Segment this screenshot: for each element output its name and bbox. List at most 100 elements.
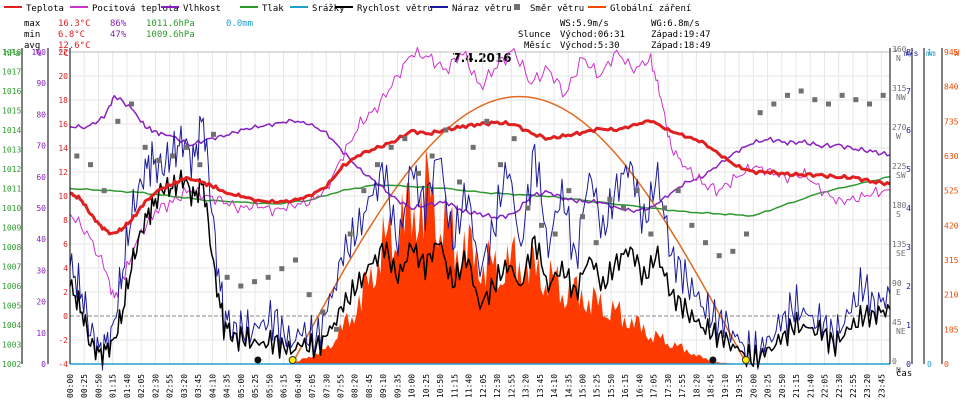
info-sun-label: Slunce xyxy=(518,30,551,40)
wind-direction-point xyxy=(607,196,613,202)
wind-direction-point xyxy=(101,188,107,194)
time-tick-label: 16:40 xyxy=(635,374,644,398)
wind-direction-point xyxy=(716,253,722,259)
radiation-theoretical-line xyxy=(291,95,744,365)
time-tick-label: 13:20 xyxy=(522,374,531,398)
wind-direction-point xyxy=(238,283,244,289)
wind-direction-point xyxy=(115,118,121,124)
radiation-tick-label: 315 xyxy=(944,256,959,265)
radiation-tick-label: 105 xyxy=(944,325,959,334)
time-tick-label: 23:20 xyxy=(863,374,872,398)
stats-max-press: 1011.6hPa xyxy=(146,19,195,29)
direction-tick-label: 45 xyxy=(892,318,902,327)
wind-direction-point xyxy=(183,144,189,150)
stats-block: max 16.3°C 86% 1011.6hPa 0.0mm min 6.8°C… xyxy=(24,19,253,51)
info-sunset: Západ:19:47 xyxy=(651,30,711,40)
sun-moon-info: WS:5.9m/s WG:6.8m/s Slunce Východ:06:31 … xyxy=(518,19,711,51)
time-tick-label: 06:40 xyxy=(294,374,303,398)
wind-direction-point xyxy=(279,266,285,272)
wind-tick-label: 4 xyxy=(906,204,911,213)
celsius-tick-label: 16 xyxy=(58,120,68,129)
time-tick-label: 02:05 xyxy=(137,374,146,398)
direction-tick-label: SW xyxy=(896,171,906,180)
time-tick-label: 15:00 xyxy=(579,374,588,398)
wind-direction-point xyxy=(826,101,831,107)
wind-direction-point xyxy=(484,118,490,124)
time-tick-label: 21:40 xyxy=(806,374,815,398)
info-moonset: Západ:18:49 xyxy=(651,41,711,51)
direction-tick-label: W xyxy=(896,132,901,141)
wind-direction-point xyxy=(142,144,148,150)
legend-label: Srážky xyxy=(312,4,345,14)
direction-tick-label: 90 xyxy=(892,279,902,288)
wind-direction-point xyxy=(552,231,558,237)
time-tick-label: 03:45 xyxy=(194,374,203,398)
time-tick-label: 00:00 xyxy=(66,374,75,398)
celsius-tick-label: 18 xyxy=(58,96,68,105)
time-tick-label: 23:45 xyxy=(877,374,886,398)
stats-max-label: max xyxy=(24,19,41,29)
wind-direction-point xyxy=(265,274,271,280)
wind-tick-label: 0 xyxy=(906,360,911,369)
time-tick-label: 21:15 xyxy=(792,374,801,398)
direction-tick-label: 360 xyxy=(892,45,907,54)
wind-direction-point xyxy=(839,92,845,98)
wind-direction-point xyxy=(156,157,162,163)
hpa-tick-label: 1011 xyxy=(2,185,21,194)
legend-label: Náraz větru xyxy=(452,4,512,14)
wind-direction-point xyxy=(293,257,298,263)
hpa-tick-label: 1018 xyxy=(2,48,21,57)
percent-tick-label: 20 xyxy=(36,298,46,307)
stats-avg-label: avg xyxy=(24,41,40,51)
time-tick-label: 13:45 xyxy=(536,374,545,398)
wind-tick-label: 8 xyxy=(906,48,911,57)
time-tick-label: 11:15 xyxy=(450,374,459,398)
time-tick-label: 05:50 xyxy=(265,374,274,398)
radiation-tick-label: 420 xyxy=(944,221,959,230)
time-tick-label: 14:35 xyxy=(564,374,573,398)
time-tick-label: 10:25 xyxy=(422,374,431,398)
legend-label: Tlak xyxy=(262,4,284,14)
radiation-tick-label: 735 xyxy=(944,117,959,126)
hpa-tick-label: 1007 xyxy=(2,263,21,272)
wind-direction-point xyxy=(306,292,312,298)
direction-tick-label: 0 xyxy=(892,357,897,366)
time-tick-label: 10:00 xyxy=(408,374,417,398)
wind-direction-point xyxy=(416,170,421,176)
stats-min-temp: 6.8°C xyxy=(58,30,85,40)
chart-axes: hPa% °C1018101710161015101410131012101110… xyxy=(2,45,960,398)
time-tick-label: 04:10 xyxy=(208,374,217,398)
time-tick-label: 01:40 xyxy=(123,374,132,398)
wind-direction-point xyxy=(703,240,708,246)
wind-direction-point xyxy=(771,101,777,107)
time-tick-label: 04:35 xyxy=(223,374,232,398)
info-moonrise: Východ:5:30 xyxy=(560,41,620,51)
direction-tick-label: 315 xyxy=(892,84,907,93)
time-tick-label: 16:15 xyxy=(621,374,630,398)
wind-tick-label: 6 xyxy=(906,126,911,135)
celsius-tick-label: 2 xyxy=(63,288,68,297)
chart-legend: Teplota Pocitová teplota Vlhkost Tlak Srážky… xyxy=(4,4,691,14)
hpa-tick-label: 1015 xyxy=(2,107,21,116)
time-tick-label: 22:05 xyxy=(821,374,830,398)
stats-max-rain: 0.0mm xyxy=(226,19,253,29)
celsius-tick-label: 14 xyxy=(58,144,68,153)
direction-tick-label: 270 xyxy=(892,123,907,132)
time-tick-label: 00:25 xyxy=(80,374,89,398)
direction-tick-label: 135 xyxy=(892,240,907,249)
time-tick-label: 09:10 xyxy=(379,374,388,398)
wind-direction-point xyxy=(867,101,872,107)
axis-unit-degree: ° xyxy=(893,49,898,59)
time-tick-label: 18:45 xyxy=(707,374,716,398)
wind-direction-point xyxy=(470,144,476,150)
hpa-tick-label: 1014 xyxy=(2,126,21,135)
moonrise-marker xyxy=(254,356,262,364)
hpa-tick-label: 1008 xyxy=(2,243,21,252)
time-tick-label: 15:25 xyxy=(593,374,602,398)
radiation-tick-label: 840 xyxy=(944,83,959,92)
time-tick-label: 07:05 xyxy=(308,374,317,398)
percent-tick-label: 10 xyxy=(36,329,46,338)
hpa-tick-label: 1012 xyxy=(2,165,21,174)
direction-tick-label: 225 xyxy=(892,162,907,171)
hpa-tick-label: 1005 xyxy=(2,302,21,311)
